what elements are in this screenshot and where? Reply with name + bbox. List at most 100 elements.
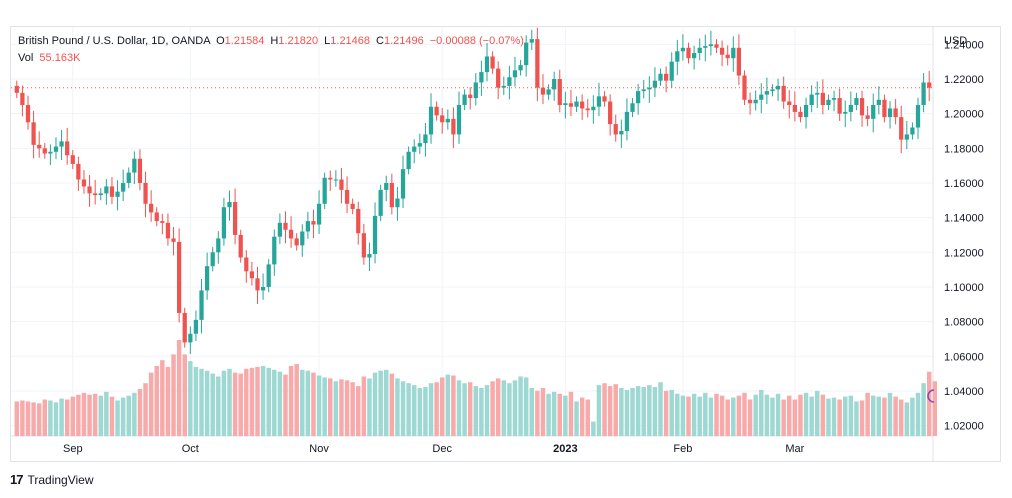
price-tick-label: 1.20000 — [944, 109, 984, 121]
volume-bar — [104, 391, 109, 436]
candle-body — [406, 151, 411, 170]
candle-body — [669, 61, 674, 81]
candle-body — [378, 189, 383, 216]
volume-bar — [59, 398, 64, 436]
price-tick-label: 1.02000 — [944, 421, 984, 433]
volume-bar — [356, 386, 361, 436]
candle-body — [121, 182, 126, 192]
candle-body — [20, 92, 25, 105]
change-value: −0.00088 (−0.07%) — [429, 35, 524, 47]
candle-body — [87, 186, 92, 194]
candle-body — [232, 202, 238, 235]
volume-bar — [277, 371, 283, 436]
volume-bar — [14, 401, 20, 436]
candle-body — [361, 233, 366, 258]
candle-body — [798, 111, 803, 118]
candle-body — [288, 229, 294, 239]
volume-bar — [160, 360, 165, 436]
volume-bar — [300, 369, 305, 436]
candle-body — [389, 182, 394, 208]
close-value: 1.21496 — [383, 35, 424, 47]
tradingview-logo-text: TradingView — [27, 472, 94, 487]
candle-body — [462, 94, 467, 105]
candle-body — [596, 96, 602, 107]
candle-body — [641, 89, 646, 92]
volume-bar — [697, 396, 702, 436]
candle-body — [837, 98, 842, 114]
candle-body — [37, 144, 42, 149]
volume-value: 55.163K — [39, 52, 81, 64]
candle-body — [48, 151, 53, 154]
candle-body — [809, 94, 814, 105]
candle-body — [65, 141, 70, 156]
volume-bar — [36, 403, 42, 436]
volume-bar — [395, 378, 400, 436]
candle-body — [14, 85, 19, 93]
candle-body — [367, 254, 372, 258]
low-value: 1.21468 — [330, 35, 371, 47]
volume-bar — [557, 393, 563, 436]
volume-bar — [361, 376, 367, 436]
volume-bar — [148, 372, 154, 436]
volume-bar — [216, 376, 221, 436]
volume-bar — [736, 395, 742, 436]
volume-bar — [109, 396, 115, 436]
volume-bar — [809, 396, 814, 436]
candle-body — [25, 104, 31, 123]
candle-body — [193, 319, 199, 334]
volume-bar — [921, 383, 926, 436]
candle-body — [104, 186, 109, 194]
candle-body — [899, 117, 904, 140]
volume-bar — [350, 382, 355, 436]
candle-body — [204, 266, 210, 291]
candle-body — [568, 103, 574, 107]
candle-body — [893, 108, 898, 118]
candle-body — [109, 186, 115, 197]
candle-body — [182, 312, 187, 343]
candle-body — [98, 193, 103, 196]
candle-body — [171, 238, 176, 242]
candle-body — [333, 179, 338, 181]
candle-body — [31, 122, 36, 145]
volume-label: Vol — [18, 52, 34, 64]
volume-bar — [787, 395, 792, 436]
candle-body — [322, 177, 327, 204]
candle-body — [630, 103, 635, 112]
price-tick-label: 1.08000 — [944, 317, 984, 329]
candle-body — [747, 99, 753, 104]
candle-body — [456, 104, 462, 135]
candle-body — [636, 91, 641, 104]
time-tick-label: Oct — [182, 443, 199, 455]
volume-bar — [669, 389, 674, 436]
volume-bar — [288, 365, 294, 436]
volume-bar — [596, 385, 602, 436]
volume-bar — [837, 399, 842, 436]
candle-body — [277, 222, 283, 237]
volume-bar — [48, 400, 53, 436]
candle-body — [787, 101, 792, 105]
candle-body — [563, 103, 568, 105]
candle-body — [619, 130, 624, 135]
volume-bar — [686, 396, 691, 436]
volume-bar — [238, 373, 243, 436]
volume-bar — [137, 388, 143, 436]
candle-body — [484, 56, 490, 73]
volume-bar — [675, 393, 680, 436]
candle-body — [647, 87, 652, 90]
volume-bar — [383, 369, 389, 436]
candle-body — [529, 39, 534, 43]
candle-body — [608, 101, 613, 125]
volume-bar — [92, 393, 98, 436]
volume-bar — [579, 397, 585, 436]
candle-body — [915, 104, 921, 128]
volume-bar — [439, 377, 445, 436]
candle-body — [876, 99, 881, 105]
volume-bar — [227, 368, 232, 436]
candle-body — [210, 252, 215, 267]
volume-bar — [781, 399, 786, 436]
tradingview-logo[interactable]: 17 TradingView — [10, 472, 94, 487]
volume-bar — [574, 401, 579, 436]
volume-bar — [647, 385, 652, 436]
volume-bar — [20, 400, 25, 436]
